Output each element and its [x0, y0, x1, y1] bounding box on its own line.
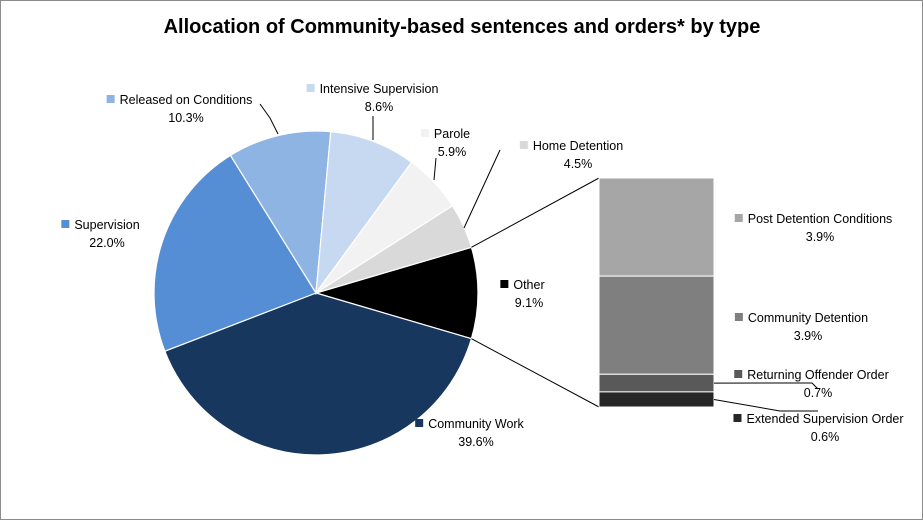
label-other-name: Other [513, 278, 544, 292]
label-released-on-conditions-key-swatch [106, 95, 115, 103]
bar-segment-returning-offender-order [598, 373, 715, 393]
label-community-work-value: 39.6% [458, 435, 493, 449]
pie-slice-intensive-supervision [315, 131, 413, 296]
label-home-detention-label: Home Detention 4.5% [519, 139, 623, 171]
label-post-detention-conditions-value: 3.9% [806, 230, 835, 244]
label-extended-supervision-order-name: Extended Supervision Order [746, 412, 903, 426]
label-community-detention-name: Community Detention [748, 311, 868, 325]
label-community-work-name: Community Work [428, 417, 524, 431]
label-other-key-swatch [500, 280, 509, 288]
label-community-work-label: Community Work 39.6% [415, 417, 525, 449]
leader-line-released-on-conditions [259, 103, 279, 135]
label-post-detention-conditions-name: Post Detention Conditions [748, 212, 893, 226]
label-other-label: Other 9.1% [500, 278, 545, 310]
label-supervision-label: Supervision 22.0% [61, 218, 140, 250]
label-released-on-conditions-value: 10.3% [168, 111, 203, 125]
label-returning-offender-order-name: Returning Offender Order [747, 368, 889, 382]
label-parole-key-swatch [420, 129, 429, 137]
pie-slice-other [313, 246, 479, 340]
bar-segment-extended-supervision-order [598, 391, 715, 408]
leader-line-parole [433, 157, 437, 181]
label-community-work-key-swatch [415, 419, 424, 427]
label-intensive-supervision-key-swatch [306, 84, 315, 92]
label-other-value: 9.1% [515, 296, 544, 310]
label-supervision-key-swatch [61, 220, 70, 228]
label-post-detention-conditions-key-swatch [734, 214, 743, 222]
leader-line-extended-supervision-order [713, 398, 818, 412]
bar-segment-post-detention-conditions [598, 177, 715, 277]
label-home-detention-value: 4.5% [564, 157, 593, 171]
label-parole-label: Parole 5.9% [420, 127, 470, 159]
connector-line-top [471, 177, 600, 248]
label-post-detention-conditions-label: Post Detention Conditions 3.9% [734, 212, 893, 244]
bar-segment-community-detention [598, 275, 715, 375]
label-returning-offender-order-value: 0.7% [804, 386, 833, 400]
label-home-detention-key-swatch [519, 141, 528, 149]
label-intensive-supervision-value: 8.6% [365, 100, 394, 114]
label-home-detention-name: Home Detention [533, 139, 623, 153]
leader-line-home-detention [463, 149, 501, 229]
label-extended-supervision-order-key-swatch [733, 414, 742, 422]
label-parole-name: Parole [434, 127, 470, 141]
label-released-on-conditions-name: Released on Conditions [120, 93, 253, 107]
label-returning-offender-order-key-swatch [734, 370, 743, 378]
chart-title: Allocation of Community-based sentences … [164, 16, 761, 38]
label-community-detention-label: Community Detention 3.9% [734, 311, 868, 343]
label-extended-supervision-order-value: 0.6% [811, 430, 840, 444]
pie-slice-released-on-conditions [229, 130, 332, 295]
label-community-detention-value: 3.9% [794, 329, 823, 343]
pie-slice-supervision [153, 154, 317, 352]
label-released-on-conditions-label: Released on Conditions 10.3% [106, 93, 253, 125]
label-extended-supervision-order-label: Extended Supervision Order 0.6% [733, 412, 904, 444]
label-returning-offender-order-label: Returning Offender Order 0.7% [734, 368, 889, 400]
label-intensive-supervision-name: Intensive Supervision [320, 82, 439, 96]
pie-slice-community-work [164, 292, 473, 456]
label-community-detention-key-swatch [734, 313, 743, 321]
label-supervision-name: Supervision [74, 218, 139, 232]
leader-line-returning-offender-order [713, 382, 819, 390]
label-parole-value: 5.9% [438, 145, 467, 159]
label-intensive-supervision-label: Intensive Supervision 8.6% [306, 82, 439, 114]
label-supervision-value: 22.0% [89, 236, 124, 250]
connector-line-bottom [471, 338, 600, 408]
